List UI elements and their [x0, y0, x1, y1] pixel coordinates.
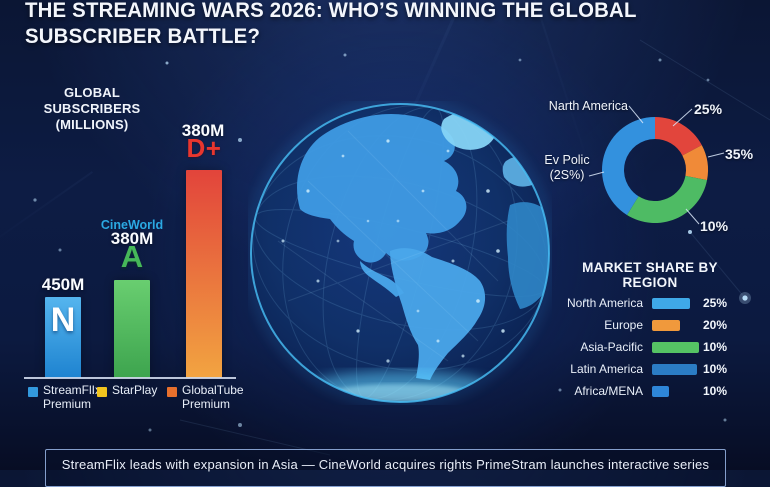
donut-slice [682, 145, 708, 181]
news-ticker-bar: StreamFlix leads with expansion in Asia … [45, 449, 726, 487]
bar-cineworld-value: 380M [110, 229, 154, 248]
region-bar [652, 297, 690, 309]
bar-cineworld [114, 280, 150, 378]
legend-item-starplay: StarPlay [97, 383, 158, 398]
region-label: North America [566, 296, 643, 310]
donut-pct-10: 10% [700, 218, 729, 234]
cineworld-a-logo-icon: A [120, 239, 144, 274]
donut-callout-europe-line1: Ev Polic [544, 153, 590, 167]
digital-globe [248, 101, 552, 405]
region-label: Europe [604, 318, 643, 332]
bar-chart-heading-line2: (MILLIONS) [55, 117, 129, 132]
region-label: Africa/MENA [574, 384, 643, 398]
market-share-row: Asia-Pacific 10% [555, 340, 755, 354]
region-value: 25% [703, 296, 728, 310]
market-share-row: Europe 20% [555, 318, 755, 332]
donut-slice [602, 117, 655, 215]
page-title: THE STREAMING WARS 2026: WHO’S WINNING T… [25, 0, 637, 50]
market-share-row: Latin America 10% [555, 362, 755, 376]
market-share-row: North America 25% [555, 296, 755, 310]
region-value: 10% [703, 384, 728, 398]
donut-pct-35: 35% [725, 146, 754, 162]
legend-label: GlobalTube [182, 383, 244, 397]
donut-slice [626, 175, 708, 223]
legend-swatch-globaltube [167, 387, 177, 397]
donut-callout-north-america: Narth America [548, 99, 628, 113]
region-value: 20% [703, 318, 728, 332]
bar-globaltube-value: 380M [181, 121, 225, 140]
news-ticker-text: StreamFlix leads with expansion in Asia … [61, 457, 710, 472]
donut-callout-europe-line2: (2S%) [549, 168, 585, 182]
region-value: 10% [703, 362, 728, 376]
legend-label: StreamFlIx [43, 383, 102, 397]
region-label: Latin America [570, 362, 643, 376]
region-label: Asia-Pacific [580, 340, 643, 354]
bar-chart-heading-line1: GLOBAL SUBSCRIBERS [43, 85, 141, 116]
donut-callout-europe: Ev Polic (2S%) [538, 153, 596, 183]
market-share-donut-chart [602, 117, 708, 223]
legend-label: Premium [43, 396, 92, 411]
donut-pct-25: 25% [694, 101, 723, 117]
bar-streamflix [45, 297, 81, 378]
market-share-row: Africa/MENA 10% [555, 384, 755, 398]
cineworld-brand-label: CineWorld [100, 218, 164, 232]
page-title-line2: SUBSCRIBER BATTLE? [25, 25, 261, 48]
globe-network-lines [277, 130, 509, 362]
legend-label: Premium [182, 396, 231, 411]
page-title-line1: THE STREAMING WARS 2026: WHO’S WINNING T… [25, 0, 637, 22]
bar-chart-heading: GLOBAL SUBSCRIBERS (MILLIONS) [16, 85, 168, 133]
legend-swatch-starplay [97, 387, 107, 397]
globe-network-dots [281, 139, 505, 363]
region-bar [652, 363, 697, 375]
bar-streamflix-value: 450M [41, 275, 85, 294]
legend-swatch-streamflix [28, 387, 38, 397]
region-bar [652, 319, 680, 331]
legend-item-globaltube: GlobalTube Premium [167, 383, 244, 411]
region-value: 10% [703, 340, 728, 354]
legend-item-streamflix: StreamFlIx Premium [28, 383, 102, 411]
region-bar [652, 341, 699, 353]
globaltube-dplus-logo-icon: D+ [186, 133, 222, 163]
donut-slice [655, 117, 702, 156]
region-bar [652, 385, 669, 397]
globe-continents [297, 111, 549, 380]
market-share-title: MARKET SHARE BY REGION [582, 260, 718, 290]
legend-label: StarPlay [112, 383, 158, 397]
bar-globaltube [186, 170, 222, 378]
bar-chart-baseline [24, 377, 236, 379]
light-ray [0, 171, 94, 259]
streamflix-n-logo-icon: N [50, 301, 76, 339]
